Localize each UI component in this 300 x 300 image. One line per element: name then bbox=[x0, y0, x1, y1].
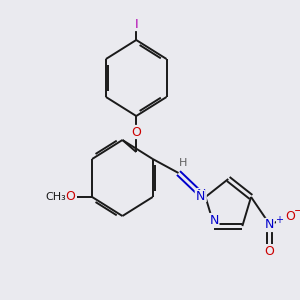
Text: I: I bbox=[134, 17, 138, 31]
Text: O: O bbox=[65, 190, 75, 203]
Text: N: N bbox=[197, 188, 206, 202]
Text: N: N bbox=[265, 218, 274, 232]
Text: O: O bbox=[265, 245, 275, 259]
Text: H: H bbox=[179, 158, 187, 168]
Text: N: N bbox=[195, 190, 205, 203]
Text: CH₃: CH₃ bbox=[45, 192, 66, 202]
Text: +: + bbox=[275, 215, 283, 225]
Text: N: N bbox=[209, 214, 219, 226]
Text: O: O bbox=[131, 125, 141, 139]
Text: O: O bbox=[286, 211, 296, 224]
Text: −: − bbox=[294, 206, 300, 216]
